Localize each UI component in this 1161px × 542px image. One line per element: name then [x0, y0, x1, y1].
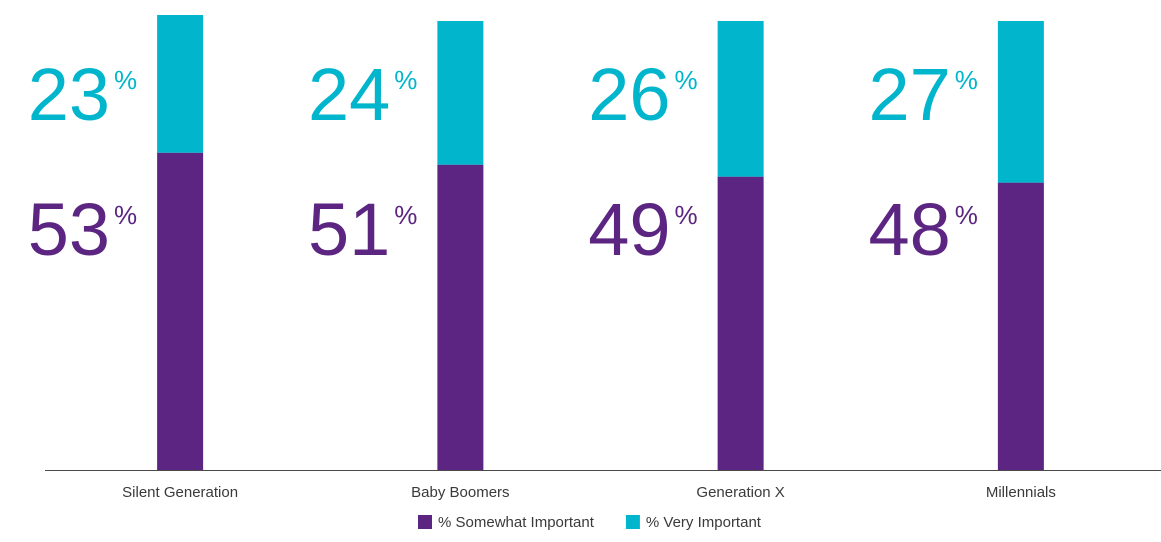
bar-segment: [717, 20, 764, 177]
bar-segment: [717, 176, 764, 471]
x-tick-label: Baby Boomers: [411, 484, 509, 501]
data-label: 27%: [868, 53, 977, 136]
legend-swatch: [625, 515, 640, 529]
data-label: 48%: [868, 188, 977, 271]
bar-segment: [157, 15, 204, 153]
bar-segment: [437, 164, 484, 470]
bar-segment: [157, 152, 204, 470]
legend-label: % Very Important: [646, 514, 762, 531]
bar-segment: [997, 20, 1044, 183]
data-label: 51%: [308, 188, 417, 271]
data-label: 24%: [308, 53, 417, 136]
data-label: 23%: [28, 53, 137, 136]
data-label: 49%: [588, 188, 697, 271]
bar-segment: [997, 182, 1044, 470]
x-tick-label: Millennials: [986, 484, 1056, 501]
x-tick-label: Generation X: [696, 484, 784, 501]
x-tick-label: Silent Generation: [122, 484, 238, 501]
data-label: 53%: [28, 188, 137, 271]
data-label: 26%: [588, 53, 697, 136]
legend-swatch: [418, 515, 432, 529]
legend-label: % Somewhat Important: [438, 514, 595, 531]
bar-segment: [437, 20, 484, 165]
